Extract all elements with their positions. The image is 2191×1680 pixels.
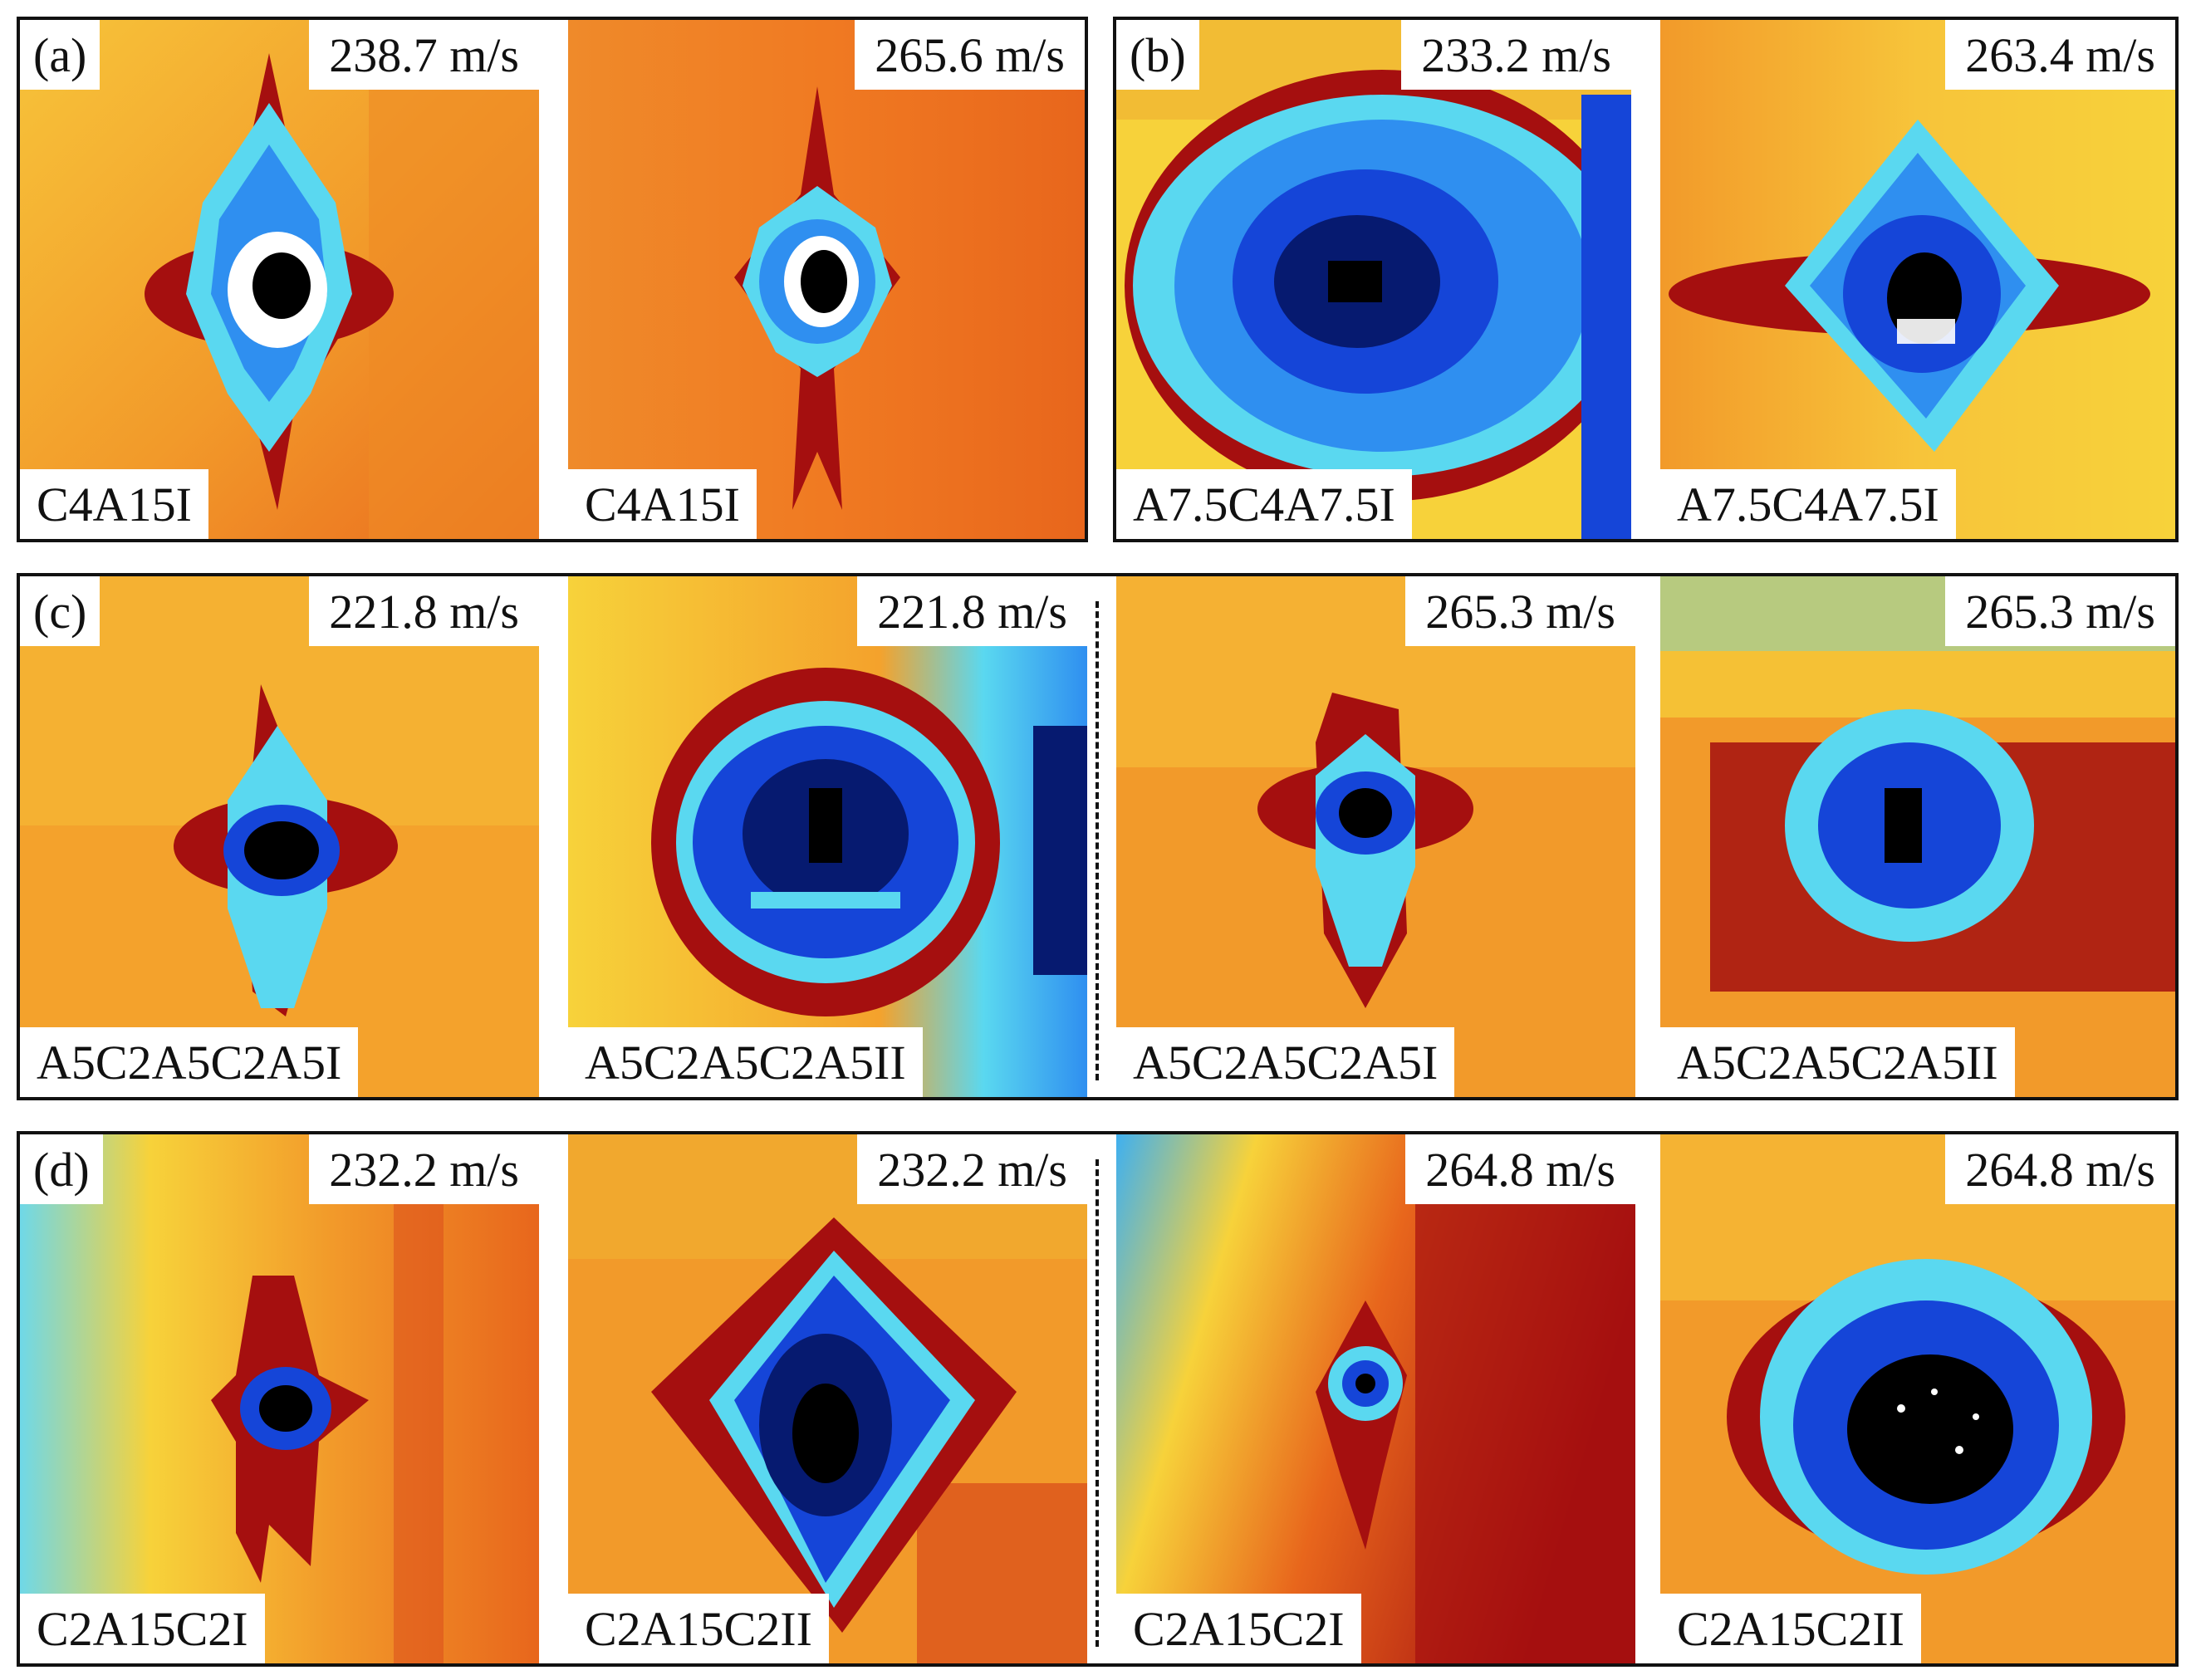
- specimen-label: C2A15C2II: [1660, 1594, 1921, 1663]
- group-c: (c) 221.8 m/s A5C2A5C2A5I 221.8 m/s A5C2…: [17, 573, 2179, 1100]
- thermal-image: [568, 576, 1087, 1097]
- specimen-label: A5C2A5C2A5II: [568, 1027, 923, 1097]
- group-a: (a) 238.7 m/s C4A15I 265.6 m/s C4A15I: [17, 17, 1088, 542]
- thermal-panel-c3: 265.3 m/s A5C2A5C2A5I: [1116, 576, 1635, 1097]
- specimen-label: C4A15I: [20, 469, 208, 539]
- thermal-panel-c4: 265.3 m/s A5C2A5C2A5II: [1660, 576, 2175, 1097]
- thermal-panel-c2: 221.8 m/s A5C2A5C2A5II: [568, 576, 1087, 1097]
- thermal-image: [568, 20, 1085, 539]
- specimen-label: A5C2A5C2A5I: [20, 1027, 359, 1097]
- thermal-panel-a2: 265.6 m/s C4A15I: [568, 20, 1085, 539]
- thermal-image: [1660, 576, 2175, 1097]
- dashed-separator: [1096, 601, 1099, 1080]
- specimen-label: A7.5C4A7.5I: [1116, 469, 1412, 539]
- thermal-panel-b1: (b) 233.2 m/s A7.5C4A7.5I: [1116, 20, 1631, 539]
- specimen-label: C2A15C2II: [568, 1594, 829, 1663]
- specimen-label: A7.5C4A7.5I: [1660, 469, 1956, 539]
- impact-velocity-label: 263.4 m/s: [1945, 20, 2175, 90]
- panel-group-tag: (d): [20, 1134, 103, 1204]
- impact-velocity-label: 264.8 m/s: [1405, 1134, 1635, 1204]
- thermal-image: [1116, 20, 1631, 539]
- thermal-panel-d1: (d) 232.2 m/s C2A15C2I: [20, 1134, 539, 1663]
- impact-velocity-label: 232.2 m/s: [309, 1134, 539, 1204]
- thermal-panel-c1: (c) 221.8 m/s A5C2A5C2A5I: [20, 576, 539, 1097]
- thermal-image: [1116, 576, 1635, 1097]
- panel-group-tag: (a): [20, 20, 100, 90]
- group-d: (d) 232.2 m/s C2A15C2I 232.2 m/s C2A15C2…: [17, 1131, 2179, 1667]
- thermal-image: [20, 1134, 539, 1663]
- impact-velocity-label: 221.8 m/s: [857, 576, 1087, 646]
- thermal-panel-d4: 264.8 m/s C2A15C2II: [1660, 1134, 2175, 1663]
- thermal-panel-b2: 263.4 m/s A7.5C4A7.5I: [1660, 20, 2175, 539]
- thermal-panel-d2: 232.2 m/s C2A15C2II: [568, 1134, 1087, 1663]
- panel-group-tag: (c): [20, 576, 100, 646]
- specimen-label: C2A15C2I: [20, 1594, 265, 1663]
- thermal-image: [1116, 1134, 1635, 1663]
- thermal-image: [1660, 20, 2175, 539]
- impact-velocity-label: 233.2 m/s: [1401, 20, 1631, 90]
- panel-group-tag: (b): [1116, 20, 1199, 90]
- specimen-label: A5C2A5C2A5II: [1660, 1027, 2015, 1097]
- thermal-image: [20, 576, 539, 1097]
- impact-velocity-label: 265.3 m/s: [1405, 576, 1635, 646]
- impact-velocity-label: 265.3 m/s: [1945, 576, 2175, 646]
- thermal-image: [1660, 1134, 2175, 1663]
- impact-velocity-label: 221.8 m/s: [309, 576, 539, 646]
- impact-velocity-label: 265.6 m/s: [855, 20, 1085, 90]
- thermal-image: [568, 1134, 1087, 1663]
- thermal-image: [20, 20, 539, 539]
- dashed-separator: [1096, 1159, 1099, 1647]
- specimen-label: A5C2A5C2A5I: [1116, 1027, 1455, 1097]
- specimen-label: C2A15C2I: [1116, 1594, 1361, 1663]
- thermal-panel-a1: (a) 238.7 m/s C4A15I: [20, 20, 539, 539]
- impact-velocity-label: 264.8 m/s: [1945, 1134, 2175, 1204]
- impact-velocity-label: 238.7 m/s: [309, 20, 539, 90]
- group-b: (b) 233.2 m/s A7.5C4A7.5I 263.4 m/s A7.5…: [1113, 17, 2179, 542]
- specimen-label: C4A15I: [568, 469, 757, 539]
- thermal-panel-d3: 264.8 m/s C2A15C2I: [1116, 1134, 1635, 1663]
- impact-velocity-label: 232.2 m/s: [857, 1134, 1087, 1204]
